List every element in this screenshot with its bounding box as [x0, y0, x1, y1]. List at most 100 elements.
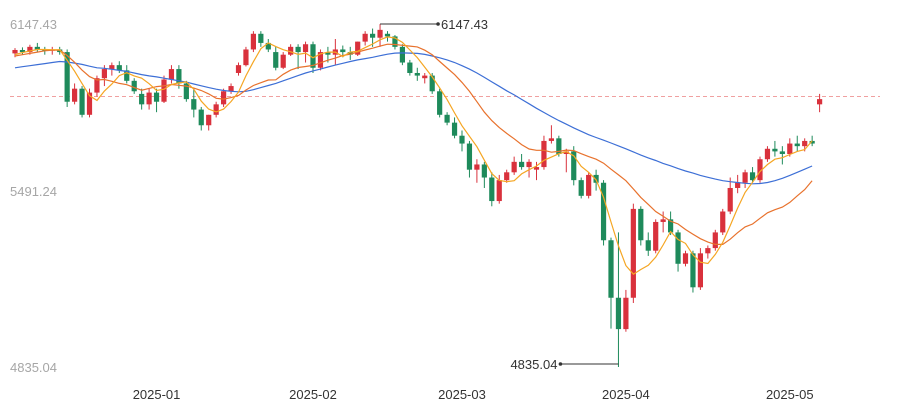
candle-body	[94, 78, 100, 93]
candle-body	[668, 219, 674, 233]
candle-body	[451, 122, 458, 136]
y-tick-label-max: 6147.43	[10, 17, 57, 32]
candles-group	[12, 24, 823, 368]
candle-body	[474, 164, 480, 170]
candle-body	[735, 182, 741, 188]
candle-body	[235, 65, 242, 73]
candle-body	[355, 41, 361, 55]
candle-body	[221, 91, 227, 105]
candle-body	[533, 167, 540, 170]
ma20-line	[14, 52, 813, 185]
candle-body	[414, 72, 420, 76]
candle-body	[481, 164, 487, 178]
candle-body	[556, 138, 562, 155]
candle-body	[64, 52, 70, 102]
candle-body	[317, 52, 324, 68]
candle-body	[392, 36, 398, 47]
candle-body	[809, 140, 815, 144]
candle-body	[377, 29, 383, 38]
candle-body	[586, 174, 592, 196]
y-axis-labels: 6147.43 5491.24 4835.04	[10, 17, 57, 375]
candle-body	[153, 92, 160, 102]
candle-body	[608, 240, 614, 298]
candle-body	[116, 65, 122, 71]
candle-body	[727, 187, 733, 212]
candle-body	[176, 69, 182, 84]
candle-body	[437, 91, 443, 115]
candle-body	[340, 49, 346, 53]
candle-body	[489, 177, 495, 202]
candle-body	[600, 182, 607, 241]
candle-body	[519, 161, 525, 168]
candle-body	[690, 253, 696, 288]
candle-body	[794, 143, 800, 147]
candle-body	[72, 88, 78, 102]
candle-body	[198, 109, 204, 126]
candle-body	[787, 143, 793, 155]
min-annotation: 4835.04	[510, 357, 619, 372]
candle-body	[42, 49, 48, 51]
candle-body	[19, 49, 26, 53]
candle-body	[779, 151, 785, 155]
candle-body	[749, 172, 756, 181]
min-annotation-label: 4835.04	[510, 357, 557, 372]
candle-body	[772, 148, 778, 152]
candle-body	[384, 33, 391, 37]
candle-body	[712, 232, 718, 249]
candle-body	[27, 46, 33, 53]
x-tick-label-2025-02: 2025-02	[289, 387, 337, 402]
candle-body	[109, 65, 115, 70]
candle-body	[139, 93, 145, 105]
candle-body	[615, 297, 622, 330]
candle-body	[183, 83, 189, 100]
candle-body	[429, 75, 435, 92]
candle-body	[34, 46, 40, 50]
candle-body	[213, 104, 219, 115]
candle-body	[504, 172, 510, 181]
candle-body	[720, 211, 726, 233]
min-annotation-dot	[558, 362, 563, 366]
candle-body	[638, 208, 644, 241]
ma5-line	[14, 36, 813, 275]
candle-body	[258, 33, 264, 43]
candle-body	[563, 151, 569, 155]
candle-body	[407, 62, 413, 73]
candle-body	[466, 143, 473, 170]
candle-body	[623, 297, 629, 330]
candle-body	[57, 49, 63, 53]
candle-body	[764, 148, 771, 160]
candle-body	[444, 114, 450, 123]
candle-body	[802, 140, 808, 147]
candle-body	[645, 240, 651, 251]
candle-body	[310, 44, 316, 68]
candle-body	[682, 253, 689, 264]
candle-body	[273, 52, 279, 68]
candle-body	[206, 114, 212, 126]
candle-body	[131, 80, 137, 92]
candle-body	[578, 180, 584, 196]
candle-body	[265, 42, 271, 50]
max-annotation-dot	[436, 22, 440, 26]
candle-body	[511, 161, 517, 173]
candle-body	[280, 54, 286, 68]
x-tick-label-2025-05: 2025-05	[766, 387, 814, 402]
ma10-line	[14, 43, 813, 245]
candle-body	[12, 49, 18, 54]
y-tick-label-mid: 5491.24	[10, 184, 57, 199]
candle-body	[660, 219, 666, 222]
y-tick-label-min: 4835.04	[10, 360, 57, 375]
candle-body	[422, 75, 428, 79]
candle-body	[288, 46, 294, 55]
candle-body	[526, 161, 532, 168]
candle-body	[191, 99, 197, 110]
candle-body	[161, 79, 167, 102]
candle-body	[347, 52, 353, 55]
candle-body	[593, 174, 599, 183]
candle-body	[250, 33, 256, 50]
candle-body	[79, 88, 85, 115]
candle-body	[817, 99, 823, 105]
x-tick-label-2025-03: 2025-03	[438, 387, 486, 402]
candle-body	[541, 140, 547, 168]
candle-body	[325, 52, 331, 55]
